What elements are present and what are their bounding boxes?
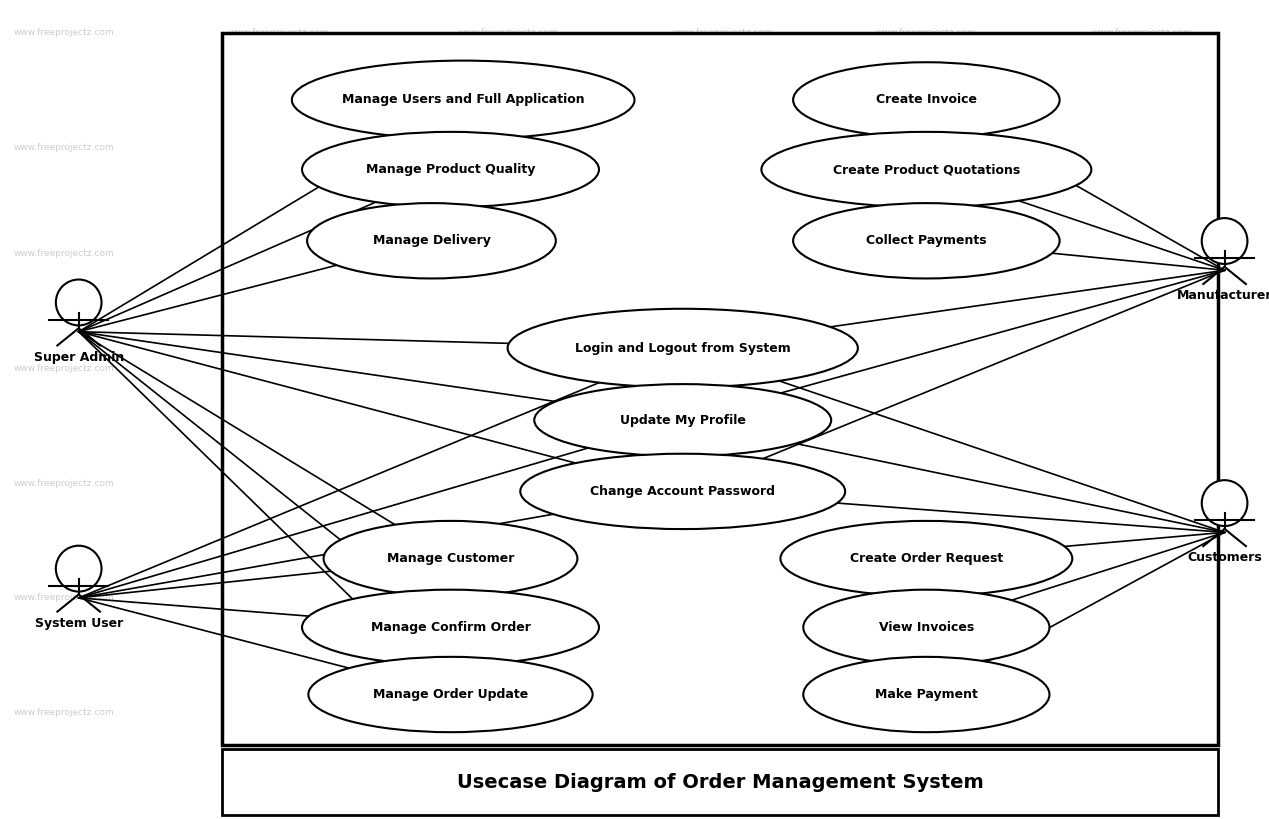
Text: www.freeprojectz.com: www.freeprojectz.com [876,143,977,152]
Ellipse shape [302,590,599,665]
Text: Customers: Customers [1188,551,1261,564]
Text: www.freeprojectz.com: www.freeprojectz.com [1091,364,1193,373]
Text: www.freeprojectz.com: www.freeprojectz.com [876,29,977,37]
Ellipse shape [56,545,102,591]
FancyBboxPatch shape [222,749,1218,815]
Ellipse shape [292,61,634,139]
Text: www.freeprojectz.com: www.freeprojectz.com [1091,29,1193,37]
Text: www.freeprojectz.com: www.freeprojectz.com [13,29,114,37]
Text: www.freeprojectz.com: www.freeprojectz.com [13,250,114,258]
Text: www.freeprojectz.com: www.freeprojectz.com [457,29,558,37]
Text: www.freeprojectz.com: www.freeprojectz.com [876,594,977,602]
Text: www.freeprojectz.com: www.freeprojectz.com [673,479,774,487]
Text: Manufacturer: Manufacturer [1176,289,1269,302]
Text: www.freeprojectz.com: www.freeprojectz.com [13,143,114,152]
Text: www.freeprojectz.com: www.freeprojectz.com [457,364,558,373]
FancyBboxPatch shape [222,33,1218,745]
Text: Manage Customer: Manage Customer [387,552,514,565]
Ellipse shape [302,132,599,207]
Ellipse shape [780,521,1072,596]
Text: System User: System User [34,617,123,630]
Ellipse shape [793,62,1060,138]
Text: Usecase Diagram of Order Management System: Usecase Diagram of Order Management Syst… [457,772,983,792]
Ellipse shape [508,309,858,387]
Text: www.freeprojectz.com: www.freeprojectz.com [228,143,330,152]
Text: Manage Delivery: Manage Delivery [373,234,490,247]
Text: www.freeprojectz.com: www.freeprojectz.com [228,250,330,258]
Text: Manage Product Quality: Manage Product Quality [365,163,536,176]
Text: www.freeprojectz.com: www.freeprojectz.com [457,479,558,487]
Ellipse shape [1202,480,1247,526]
Text: www.freeprojectz.com: www.freeprojectz.com [457,708,558,717]
Text: www.freeprojectz.com: www.freeprojectz.com [673,708,774,717]
Text: Collect Payments: Collect Payments [865,234,987,247]
Ellipse shape [803,590,1049,665]
Ellipse shape [308,657,593,732]
Ellipse shape [803,657,1049,732]
Text: www.freeprojectz.com: www.freeprojectz.com [673,250,774,258]
Text: Update My Profile: Update My Profile [619,414,746,427]
Text: www.freeprojectz.com: www.freeprojectz.com [1091,250,1193,258]
Text: www.freeprojectz.com: www.freeprojectz.com [228,364,330,373]
Text: www.freeprojectz.com: www.freeprojectz.com [228,29,330,37]
Ellipse shape [1202,218,1247,264]
Text: www.freeprojectz.com: www.freeprojectz.com [1091,594,1193,602]
Text: www.freeprojectz.com: www.freeprojectz.com [673,29,774,37]
Text: Create Order Request: Create Order Request [850,552,1003,565]
Text: Change Account Password: Change Account Password [590,485,775,498]
Text: www.freeprojectz.com: www.freeprojectz.com [876,479,977,487]
Text: www.freeprojectz.com: www.freeprojectz.com [1091,479,1193,487]
Text: www.freeprojectz.com: www.freeprojectz.com [457,143,558,152]
Text: www.freeprojectz.com: www.freeprojectz.com [876,364,977,373]
Text: www.freeprojectz.com: www.freeprojectz.com [1091,143,1193,152]
Text: www.freeprojectz.com: www.freeprojectz.com [13,479,114,487]
Text: Super Admin: Super Admin [33,351,124,364]
Text: www.freeprojectz.com: www.freeprojectz.com [876,250,977,258]
Ellipse shape [307,203,556,278]
Text: Manage Confirm Order: Manage Confirm Order [371,621,530,634]
Text: www.freeprojectz.com: www.freeprojectz.com [228,479,330,487]
Ellipse shape [56,279,102,325]
Text: www.freeprojectz.com: www.freeprojectz.com [673,143,774,152]
Ellipse shape [324,521,577,596]
Ellipse shape [761,132,1091,207]
Text: www.freeprojectz.com: www.freeprojectz.com [457,250,558,258]
Text: www.freeprojectz.com: www.freeprojectz.com [13,594,114,602]
Text: Create Invoice: Create Invoice [876,93,977,106]
Text: www.freeprojectz.com: www.freeprojectz.com [457,594,558,602]
Text: www.freeprojectz.com: www.freeprojectz.com [13,364,114,373]
Text: www.freeprojectz.com: www.freeprojectz.com [876,708,977,717]
Ellipse shape [534,384,831,456]
Text: www.freeprojectz.com: www.freeprojectz.com [673,364,774,373]
Text: Manage Users and Full Application: Manage Users and Full Application [341,93,585,106]
Text: Manage Order Update: Manage Order Update [373,688,528,701]
Text: www.freeprojectz.com: www.freeprojectz.com [13,708,114,717]
Text: www.freeprojectz.com: www.freeprojectz.com [228,594,330,602]
Text: Login and Logout from System: Login and Logout from System [575,342,791,355]
Text: www.freeprojectz.com: www.freeprojectz.com [228,708,330,717]
Text: www.freeprojectz.com: www.freeprojectz.com [673,594,774,602]
Text: Create Product Quotations: Create Product Quotations [832,163,1020,176]
Text: www.freeprojectz.com: www.freeprojectz.com [1091,708,1193,717]
Ellipse shape [793,203,1060,278]
Text: View Invoices: View Invoices [878,621,975,634]
Text: Make Payment: Make Payment [874,688,978,701]
Ellipse shape [520,454,845,529]
